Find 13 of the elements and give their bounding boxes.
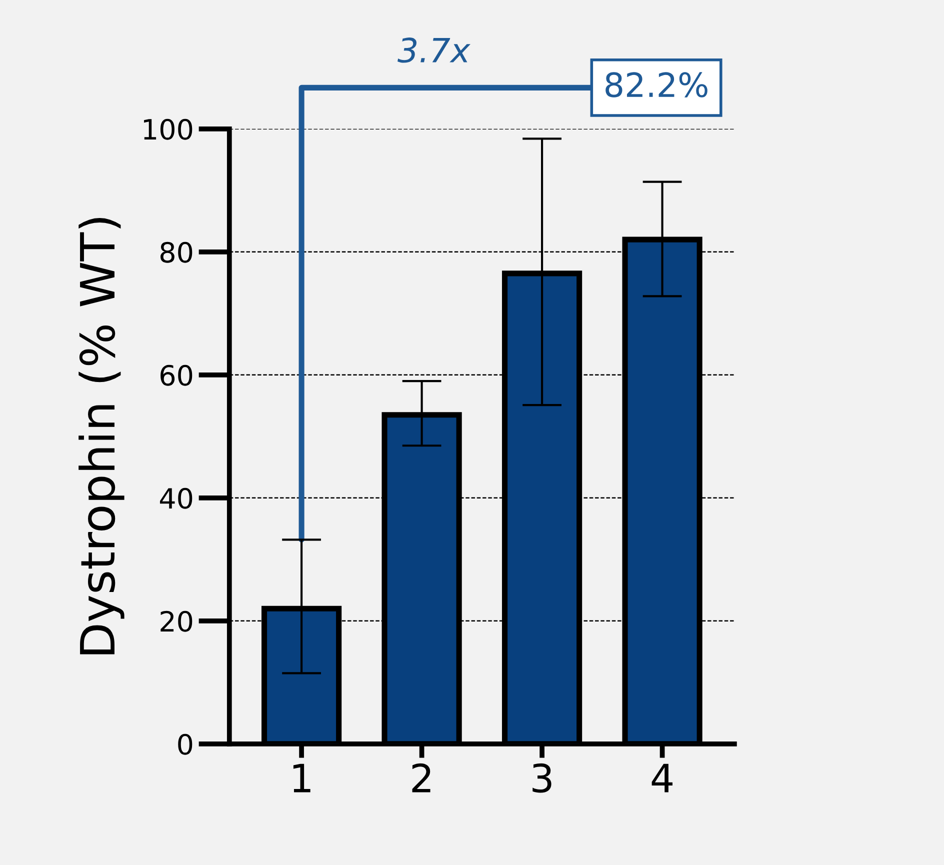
y-tick-label: 40 xyxy=(160,488,192,509)
text: 3.7x xyxy=(398,38,470,63)
x-tick-label: 3 xyxy=(532,763,552,793)
x-tick-label: 1 xyxy=(293,764,310,792)
y-tick-label: 100 xyxy=(144,118,192,140)
y-tick-label: 60 xyxy=(160,364,192,386)
y-axis-title: Dystrophin (% WT) xyxy=(78,218,124,654)
y-tick-label: 80 xyxy=(160,242,192,263)
y-tick-label: 20 xyxy=(160,610,192,632)
x-tick-label: 2 xyxy=(412,763,430,792)
text: 82.2% xyxy=(606,72,708,98)
x-tick-label: 4 xyxy=(652,764,672,792)
y-tick-label: 0 xyxy=(178,734,192,755)
